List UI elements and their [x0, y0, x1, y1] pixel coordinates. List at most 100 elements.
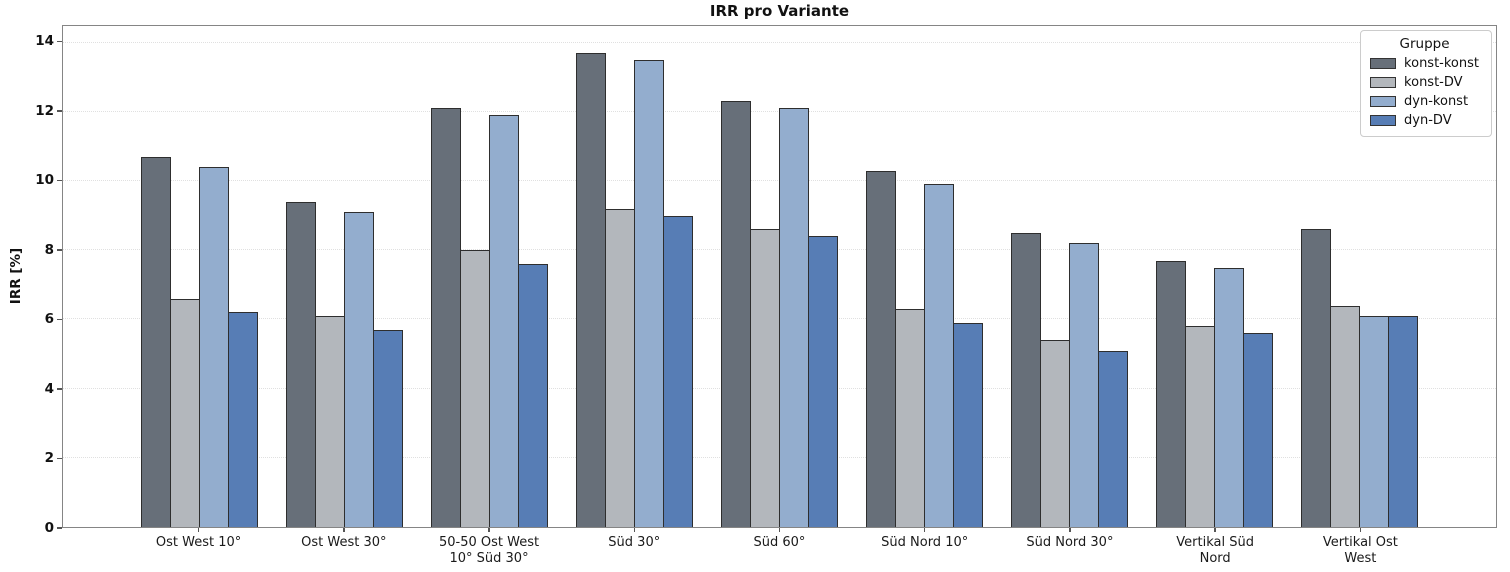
y-tick-label-12: 12	[35, 102, 54, 119]
y-tick-label-4: 4	[44, 380, 54, 397]
bar-dyn-konst	[1214, 267, 1244, 527]
x-tick-mark	[488, 528, 490, 532]
x-tick-label: 50-50 Ost West 10° Süd 30°	[438, 535, 540, 567]
legend-items: konst-konst konst-DV dyn-konst dyn-DV	[1370, 56, 1479, 128]
x-cell-9: Vertikal Ost West	[1288, 528, 1433, 568]
x-tick-label: Süd Nord 10°	[881, 535, 969, 550]
legend-item-konst-DV: konst-DV	[1370, 75, 1479, 90]
bars-layer	[63, 26, 1496, 527]
legend-item-dyn-DV: dyn-DV	[1370, 113, 1479, 128]
y-tick-label-14: 14	[35, 33, 54, 50]
y-tick-label-2: 2	[44, 450, 54, 467]
x-tick-label: Ost West 30°	[301, 535, 387, 550]
gridline-y14	[63, 41, 1496, 43]
y-tick-label-10: 10	[35, 172, 54, 189]
bar-group-7	[997, 26, 1142, 527]
bar-dyn-konst	[489, 115, 519, 527]
bar-group-2	[272, 26, 417, 527]
bar-konst-DV	[605, 208, 635, 527]
bar-group-6	[852, 26, 997, 527]
bar-konst-DV	[1330, 305, 1360, 527]
y-tick-mark	[57, 527, 62, 529]
bar-konst-DV	[315, 315, 345, 527]
bar-dyn-DV	[1098, 350, 1128, 527]
bar-dyn-konst	[344, 212, 374, 527]
bar-dyn-DV	[953, 322, 983, 527]
y-tick-mark	[57, 457, 62, 460]
x-tick-label: Vertikal Süd Nord	[1176, 535, 1254, 567]
legend-swatch-icon	[1370, 58, 1397, 69]
y-tick-mark	[57, 388, 62, 390]
bar-dyn-konst	[199, 167, 229, 527]
bar-dyn-DV	[228, 312, 258, 527]
bar-dyn-DV	[663, 215, 693, 527]
bar-group-8	[1142, 26, 1287, 527]
bar-dyn-konst	[779, 108, 809, 527]
y-tick-mark	[57, 110, 62, 112]
bar-konst-konst	[1301, 229, 1331, 527]
y-tick-mark	[57, 40, 62, 43]
bar-konst-konst	[431, 108, 461, 527]
bar-konst-DV	[1040, 340, 1070, 527]
bar-konst-konst	[1011, 232, 1041, 527]
bar-dyn-DV	[808, 236, 838, 527]
bar-konst-DV	[460, 250, 490, 527]
bar-konst-konst	[576, 53, 606, 527]
legend-title: Gruppe	[1399, 36, 1450, 52]
legend-item-label: dyn-konst	[1404, 94, 1469, 109]
chart-title: IRR pro Variante	[709, 2, 850, 20]
plot-area	[62, 25, 1497, 528]
x-tick-mark	[343, 528, 345, 532]
x-cell-7: Süd Nord 30°	[997, 528, 1142, 568]
x-cell-5: Süd 60°	[707, 528, 852, 568]
x-cell-4: Süd 30°	[562, 528, 707, 568]
y-tick-label-0: 0	[44, 519, 54, 536]
x-tick-label: Vertikal Ost West	[1322, 535, 1398, 567]
bar-konst-konst	[141, 156, 171, 527]
x-tick-mark	[1214, 528, 1216, 532]
bar-konst-konst	[721, 101, 751, 527]
x-tick-mark	[633, 528, 635, 532]
x-tick-label: Süd Nord 30°	[1026, 535, 1114, 550]
bar-konst-konst	[1156, 260, 1186, 527]
x-cell-3: 50-50 Ost West 10° Süd 30°	[416, 528, 561, 568]
x-tick-mark	[1069, 528, 1071, 532]
legend: Gruppe konst-konst konst-DV dyn-konst dyn-D…	[1360, 30, 1492, 137]
x-tick-label: Süd 30°	[608, 535, 661, 550]
bar-group-3	[417, 26, 562, 527]
x-tick-mark	[197, 528, 200, 532]
bar-group-9	[1287, 26, 1432, 527]
bar-dyn-konst	[1359, 315, 1389, 527]
bar-konst-DV	[1185, 326, 1215, 527]
y-tick-mark	[57, 179, 62, 182]
bar-konst-DV	[895, 309, 925, 527]
legend-item-konst-konst: konst-konst	[1370, 56, 1479, 71]
bar-dyn-konst	[924, 184, 954, 527]
y-tick-label-8: 8	[44, 241, 54, 258]
bar-group-1	[127, 26, 272, 527]
legend-item-label: dyn-DV	[1404, 113, 1452, 128]
bar-dyn-konst	[634, 59, 664, 527]
legend-item-label: konst-konst	[1404, 56, 1479, 71]
x-tick-label: Ost West 10°	[155, 535, 242, 550]
x-tick-mark	[924, 528, 926, 532]
x-cell-6: Süd Nord 10°	[852, 528, 997, 568]
legend-item-label: konst-DV	[1404, 75, 1463, 90]
bar-dyn-DV	[1388, 315, 1418, 527]
bar-dyn-DV	[373, 329, 403, 527]
bar-konst-konst	[286, 201, 316, 527]
x-cell-8: Vertikal Süd Nord	[1143, 528, 1288, 568]
x-tick-mark	[778, 528, 781, 532]
x-cell-1: Ost West 10°	[126, 528, 271, 568]
bar-dyn-konst	[1069, 243, 1099, 527]
legend-swatch-icon	[1370, 77, 1397, 88]
bar-konst-konst	[866, 170, 896, 527]
y-tick-mark	[57, 318, 62, 321]
x-axis: Ost West 10° Ost West 30° 50-50 Ost West 1…	[62, 528, 1497, 568]
bar-group-5	[707, 26, 852, 527]
bar-group-4	[562, 26, 707, 527]
bar-konst-DV	[170, 298, 200, 527]
x-cell-2: Ost West 30°	[271, 528, 416, 568]
legend-item-dyn-konst: dyn-konst	[1370, 94, 1479, 109]
